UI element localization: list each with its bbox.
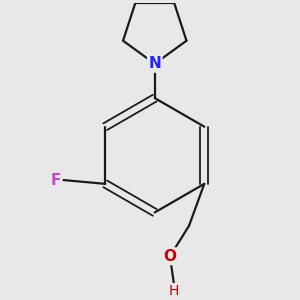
Text: H: H [169, 284, 179, 298]
Text: N: N [148, 56, 161, 71]
Text: O: O [163, 248, 176, 263]
Text: F: F [50, 172, 61, 188]
Text: N: N [148, 56, 161, 71]
Text: O: O [164, 249, 176, 264]
Text: H: H [169, 284, 179, 298]
Text: F: F [50, 172, 61, 188]
